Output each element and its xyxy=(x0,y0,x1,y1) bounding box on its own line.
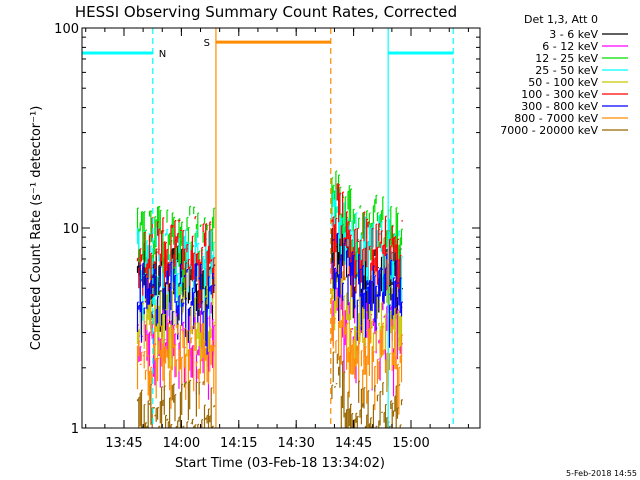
plot-layer: NS xyxy=(82,28,454,428)
x-tick-label-2: 14:15 xyxy=(220,436,257,451)
legend-label-7: 300 - 800 keV xyxy=(521,100,598,113)
series-trace-6-segment-1 xyxy=(136,216,216,309)
timestamp: 5-Feb-2018 14:55 xyxy=(566,469,637,478)
legend-label-4: 25 - 50 keV xyxy=(535,64,598,77)
x-tick-label-1: 14:00 xyxy=(163,436,200,451)
legend-label-3: 12 - 25 keV xyxy=(535,52,598,65)
y-tick-label-1: 10 xyxy=(62,222,79,237)
x-axis-label: Start Time (03-Feb-18 13:34:02) xyxy=(175,456,385,471)
legend-label-8: 800 - 7000 keV xyxy=(514,112,598,125)
legend-label-2: 6 - 12 keV xyxy=(542,40,598,53)
legend-label-1: 3 - 6 keV xyxy=(549,28,598,41)
y-tick-label-2: 100 xyxy=(54,22,79,37)
series-trace-9-segment-2 xyxy=(331,351,403,428)
axes-layer: 1 10 100 13:45 14:00 14:15 14:30 14:45 15:00 xyxy=(54,22,480,451)
y-axis-label: Corrected Count Rate (s⁻¹ detector⁻¹) xyxy=(29,106,44,351)
series-trace-7-segment-2 xyxy=(331,233,403,348)
series-trace-9-segment-1 xyxy=(136,379,216,428)
legend-label-9: 7000 - 20000 keV xyxy=(500,124,598,137)
series-trace-8-segment-2 xyxy=(331,295,403,415)
y-tick-label-0: 1 xyxy=(71,422,79,437)
x-tick-label-3: 14:30 xyxy=(277,436,314,451)
x-tick-label-5: 15:00 xyxy=(392,436,429,451)
series-trace-8-segment-1 xyxy=(136,322,216,409)
flag-label-1: N xyxy=(159,49,166,60)
series-trace-7-segment-1 xyxy=(136,261,216,356)
x-tick-label-4: 14:45 xyxy=(335,436,372,451)
flag-label-3: S xyxy=(204,38,210,49)
plot-frame xyxy=(81,27,481,429)
series-trace-3-segment-1 xyxy=(136,205,216,292)
chart-title: HESSI Observing Summary Count Rates, Cor… xyxy=(75,3,457,21)
x-tick-label-0: 13:45 xyxy=(105,436,142,451)
legend-title: Det 1,3, Att 0 xyxy=(524,13,598,26)
legend-label-5: 50 - 100 keV xyxy=(528,76,598,89)
legend-label-6: 100 - 300 keV xyxy=(521,88,598,101)
